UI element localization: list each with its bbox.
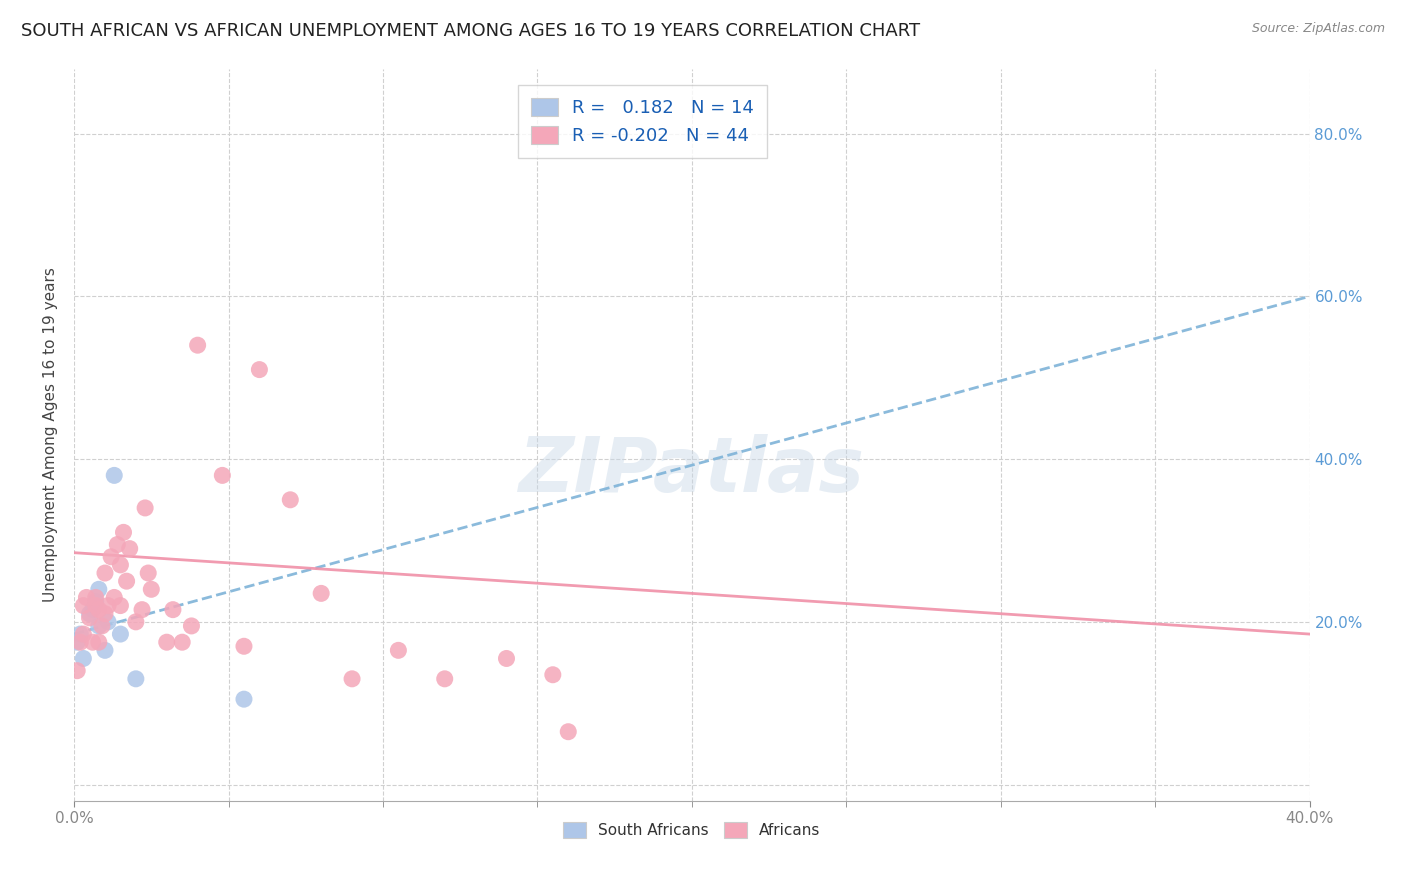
Point — [187, 338, 209, 352]
Point — [156, 635, 179, 649]
Point — [100, 549, 122, 564]
Point — [110, 599, 132, 613]
Point — [94, 607, 117, 621]
Point — [125, 672, 148, 686]
Point — [90, 619, 112, 633]
Point — [94, 566, 117, 580]
Point — [84, 594, 107, 608]
Text: ZIPatlas: ZIPatlas — [519, 434, 865, 508]
Point — [75, 591, 97, 605]
Point — [66, 635, 89, 649]
Point — [134, 500, 156, 515]
Point — [82, 602, 104, 616]
Point — [105, 537, 128, 551]
Point — [309, 586, 332, 600]
Point — [340, 672, 363, 686]
Point — [110, 558, 132, 572]
Point — [94, 643, 117, 657]
Point — [557, 724, 579, 739]
Point — [103, 591, 125, 605]
Text: Source: ZipAtlas.com: Source: ZipAtlas.com — [1251, 22, 1385, 36]
Point — [97, 599, 120, 613]
Point — [141, 582, 163, 597]
Point — [87, 582, 110, 597]
Point — [84, 599, 107, 613]
Point — [97, 615, 120, 629]
Point — [79, 607, 101, 621]
Point — [233, 640, 256, 654]
Point — [233, 692, 256, 706]
Point — [79, 611, 101, 625]
Point — [69, 635, 91, 649]
Point — [541, 667, 564, 681]
Point — [87, 619, 110, 633]
Point — [110, 627, 132, 641]
Point — [87, 635, 110, 649]
Point — [136, 566, 159, 580]
Point — [172, 635, 194, 649]
Point — [115, 574, 138, 589]
Point — [66, 664, 89, 678]
Legend: South Africans, Africans: South Africans, Africans — [557, 816, 827, 845]
Point — [278, 492, 301, 507]
Point — [72, 627, 94, 641]
Point — [82, 635, 104, 649]
Point — [118, 541, 141, 556]
Point — [112, 525, 135, 540]
Point — [125, 615, 148, 629]
Point — [247, 362, 270, 376]
Text: SOUTH AFRICAN VS AFRICAN UNEMPLOYMENT AMONG AGES 16 TO 19 YEARS CORRELATION CHAR: SOUTH AFRICAN VS AFRICAN UNEMPLOYMENT AM… — [21, 22, 920, 40]
Point — [72, 651, 94, 665]
Y-axis label: Unemployment Among Ages 16 to 19 years: Unemployment Among Ages 16 to 19 years — [44, 268, 58, 602]
Point — [433, 672, 456, 686]
Point — [103, 468, 125, 483]
Point — [84, 591, 107, 605]
Point — [495, 651, 517, 665]
Point — [131, 602, 153, 616]
Point — [387, 643, 409, 657]
Point — [162, 602, 184, 616]
Point — [180, 619, 202, 633]
Point — [211, 468, 233, 483]
Point — [72, 599, 94, 613]
Point — [87, 602, 110, 616]
Point — [69, 627, 91, 641]
